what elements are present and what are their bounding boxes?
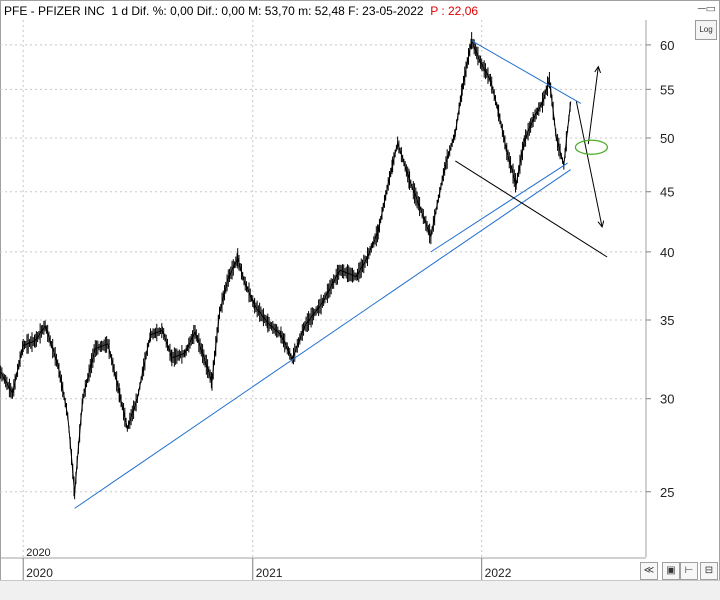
log-scale-button[interactable]: Log: [695, 20, 717, 40]
expand-icon[interactable]: ⊢: [680, 562, 698, 580]
stats-label: Dif. %: 0,00 Dif.: 0,00 M: 53,70 m: 52,4…: [131, 4, 424, 18]
interval-label: 1 d: [111, 4, 129, 18]
chart-header: PFE - PFIZER INC 1 d Dif. %: 0,00 Dif.: …: [4, 4, 479, 18]
grid: [0, 20, 646, 557]
trendline: [74, 169, 572, 509]
x-tick-label: 2021: [256, 566, 283, 580]
window-controls-icon[interactable]: ─▭: [697, 3, 716, 15]
y-tick-label: 50: [660, 131, 674, 146]
save-icon[interactable]: ▣: [662, 562, 680, 580]
annotations: [74, 40, 609, 509]
x-tick-label: 2022: [485, 566, 512, 580]
collapse-icon[interactable]: ≪: [640, 562, 658, 580]
x-axis: 2020 2021 2022 2020: [0, 547, 646, 580]
y-tick-label: 25: [660, 485, 674, 500]
projection-arrow: [587, 67, 598, 145]
y-tick-label: 40: [660, 245, 674, 260]
trendline: [471, 40, 582, 104]
y-tick-label: 35: [660, 313, 674, 328]
company-name: PFIZER INC: [38, 4, 105, 18]
perf-label: P : 22,06: [430, 4, 479, 18]
year-marker-label: 2020: [26, 547, 50, 559]
drawn-line: [455, 160, 608, 258]
x-tick-label: 2020: [26, 566, 53, 580]
projection-arrow: [575, 101, 602, 227]
time-axis-bar: [0, 580, 720, 600]
y-tick-label: 45: [660, 185, 674, 200]
y-tick-label: 60: [660, 38, 674, 53]
minimize-icon[interactable]: ⊟: [700, 562, 718, 580]
y-tick-label: 55: [660, 82, 674, 97]
symbol-label: PFE: [4, 4, 28, 18]
trendline: [430, 162, 568, 253]
y-axis: 25 30 35 40 45 50 55 60: [645, 20, 674, 557]
price-series-line: [0, 39, 572, 494]
highlight-ellipse: [574, 139, 609, 155]
price-bars: [0, 32, 571, 500]
y-tick-label: 30: [660, 392, 674, 407]
